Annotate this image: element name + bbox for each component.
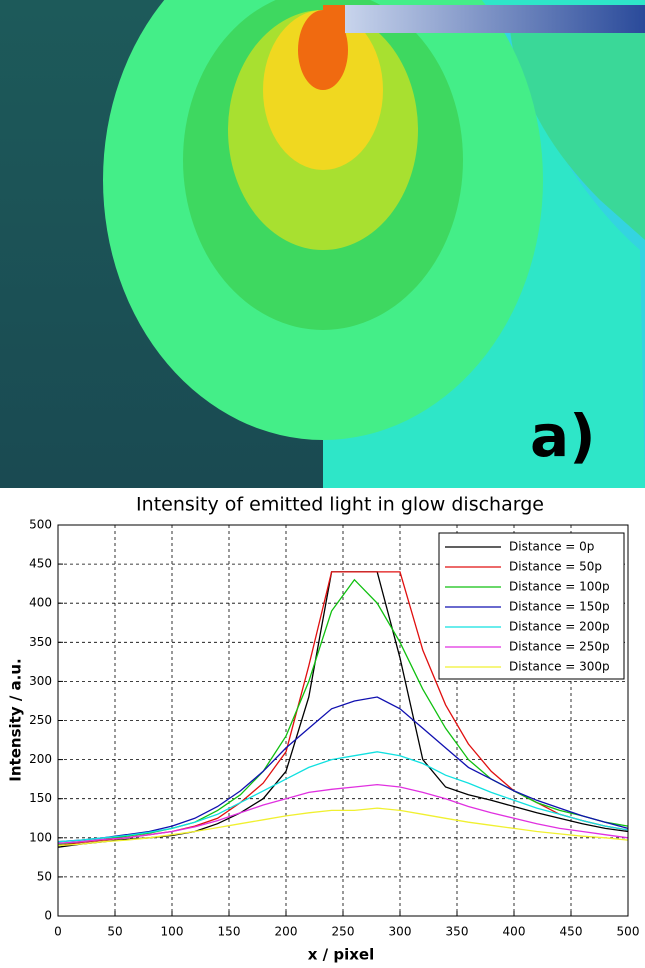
y-tick-label: 150 — [29, 791, 52, 805]
x-tick-label: 450 — [560, 925, 583, 939]
x-tick-label: 150 — [218, 925, 241, 939]
legend-label: Distance = 50p — [509, 560, 602, 574]
y-tick-label: 200 — [29, 752, 52, 766]
x-tick-label: 350 — [446, 925, 469, 939]
x-tick-label: 400 — [503, 925, 526, 939]
series-line — [57, 783, 629, 844]
plot-frame — [57, 524, 629, 917]
y-axis-label: Intensity / a.u. — [7, 658, 25, 781]
y-tick-label: 450 — [29, 557, 52, 571]
x-tick-label: 0 — [54, 925, 62, 939]
x-tick-label: 300 — [389, 925, 412, 939]
y-tick-label: 0 — [44, 909, 52, 923]
legend-label: Distance = 100p — [509, 580, 610, 594]
series-line — [57, 807, 629, 847]
legend-label: Distance = 250p — [509, 640, 610, 654]
y-tick-label: 500 — [29, 518, 52, 532]
y-tick-label: 250 — [29, 713, 52, 727]
x-axis-label: x / pixel — [308, 946, 374, 964]
legend-box — [438, 532, 625, 680]
legend-label: Distance = 150p — [509, 600, 610, 614]
series-line — [57, 751, 629, 843]
x-tick-label: 50 — [107, 925, 122, 939]
y-tick-label: 100 — [29, 830, 52, 844]
series-line — [57, 696, 629, 843]
y-tick-label: 50 — [37, 869, 52, 883]
y-tick-label: 400 — [29, 596, 52, 610]
panel-label: a) — [530, 402, 596, 470]
x-tick-label: 250 — [332, 925, 355, 939]
chart-title: Intensity of emitted light in glow disch… — [136, 494, 544, 516]
x-tick-label: 100 — [161, 925, 184, 939]
legend-label: Distance = 300p — [509, 660, 610, 674]
legend-label: Distance = 200p — [509, 620, 610, 634]
y-tick-label: 300 — [29, 674, 52, 688]
y-tick-label: 350 — [29, 635, 52, 649]
series-line — [57, 578, 629, 845]
legend-label: Distance = 0p — [509, 540, 594, 554]
x-tick-label: 200 — [275, 925, 298, 939]
x-tick-label: 500 — [617, 925, 640, 939]
photo-panel: a) — [0, 0, 645, 488]
